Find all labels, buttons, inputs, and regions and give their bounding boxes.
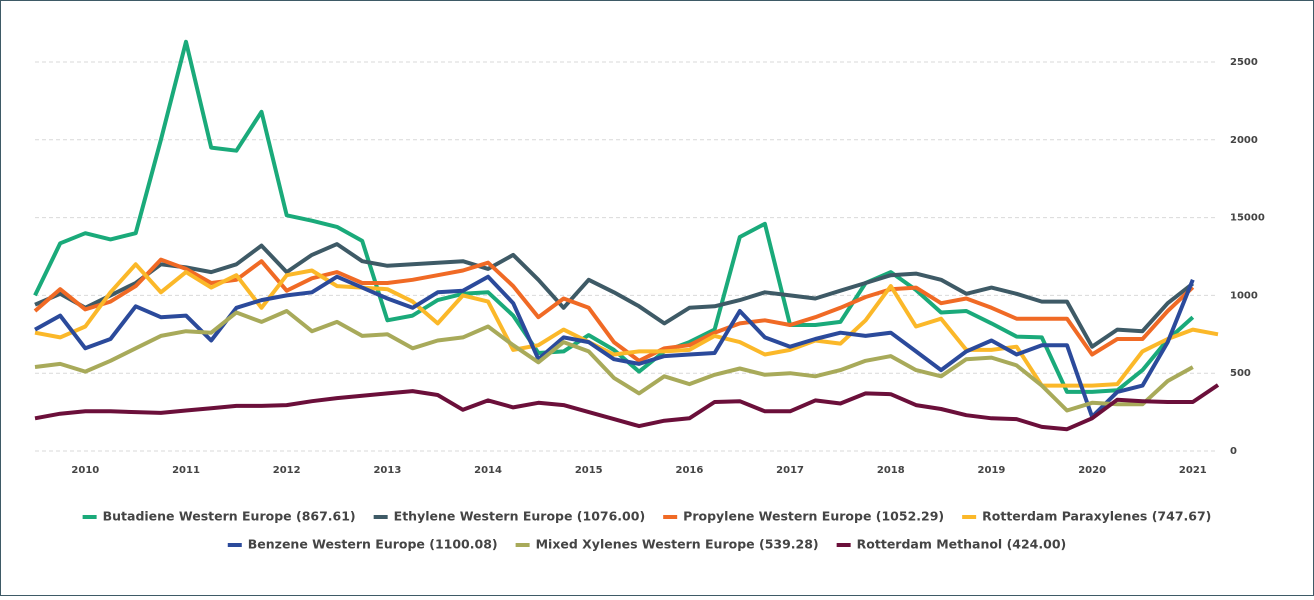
y-tick-label: 500 [1230, 368, 1251, 379]
x-tick-label: 2017 [776, 465, 804, 476]
x-tick-label: 2016 [676, 465, 704, 476]
legend-label: Rotterdam Methanol (424.00) [857, 537, 1067, 552]
x-tick-label: 2020 [1078, 465, 1106, 476]
x-tick-label: 2013 [373, 465, 401, 476]
series-line [33, 39, 1195, 394]
x-tick-label: 2014 [474, 465, 502, 476]
legend-label: Mixed Xylenes Western Europe (539.28) [536, 537, 819, 552]
y-tick-label: 2000 [1230, 135, 1258, 146]
x-tick-label: 2012 [273, 465, 301, 476]
y-tick-label: 0 [1230, 446, 1237, 457]
x-tick-label: 2018 [877, 465, 905, 476]
x-tick-label: 2011 [172, 465, 200, 476]
legend-label: Propylene Western Europe (1052.29) [683, 509, 944, 524]
x-tick-label: 2021 [1179, 465, 1207, 476]
legend-label: Butadiene Western Europe (867.61) [103, 509, 356, 524]
x-tick-label: 2010 [71, 465, 99, 476]
x-tick-label: 2015 [575, 465, 603, 476]
legend-label: Ethylene Western Europe (1076.00) [394, 509, 646, 524]
x-tick-label: 2019 [978, 465, 1006, 476]
legend-label: Benzene Western Europe (1100.08) [248, 537, 498, 552]
series-line [34, 383, 1220, 432]
y-tick-label: 1000 [1230, 290, 1258, 301]
series-line [34, 242, 1195, 349]
y-tick-label: 2500 [1230, 57, 1258, 68]
series-line [34, 309, 1194, 413]
legend-label: Rotterdam Paraxylenes (747.67) [982, 509, 1211, 524]
y-tick-label: 15000 [1230, 213, 1265, 224]
